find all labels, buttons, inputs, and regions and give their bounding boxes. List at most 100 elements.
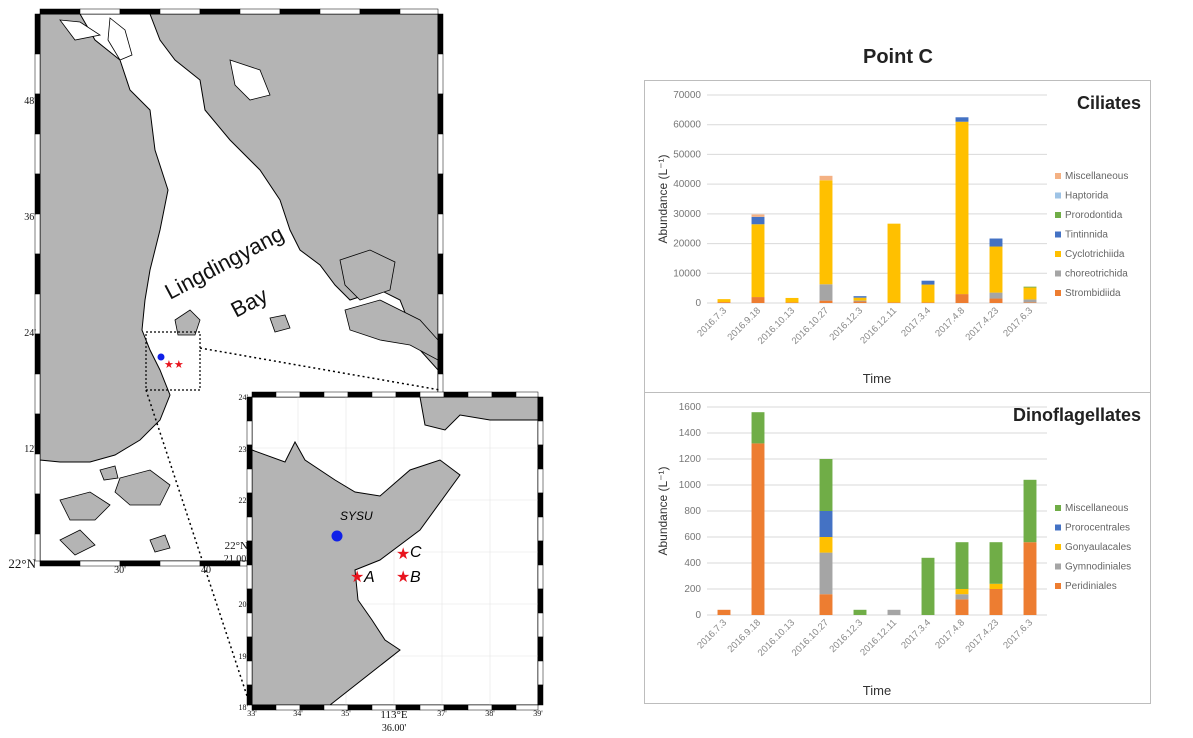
legend-label: Haptorida [1065, 191, 1109, 202]
inset-lon-label: 33' [247, 709, 257, 718]
x-tick-label: 2017.6.3 [1001, 305, 1035, 339]
study-area-map: Lingdingyang Bay 48' 36' 24' 12' 22°N 30… [8, 8, 543, 734]
bar-segment [1023, 479, 1037, 543]
ciliates-chart: 0 10000 20000 30000 40000 50000 60000 70000 2016… [656, 90, 1141, 386]
bar-segment [887, 223, 901, 303]
bar-segment [989, 583, 1003, 589]
bar-segment [921, 557, 935, 615]
inset-lon-label: 37' [437, 709, 447, 718]
bar-segment [751, 297, 765, 303]
connector-line [145, 389, 251, 706]
legend-label: Cyclotrichiida [1065, 249, 1125, 260]
inset-lat-label: 19' [239, 652, 249, 661]
bar-segment [989, 292, 1003, 299]
inset-lon-label: 39' [533, 709, 543, 718]
bar-segment [819, 552, 833, 595]
y-tick-label: 40000 [673, 179, 701, 190]
page-title: Point C [863, 46, 933, 68]
y-tick-label: 1000 [679, 480, 702, 491]
bar-segment [751, 412, 765, 444]
x-tick-label: 2016.12.11 [858, 617, 899, 658]
inset-lon-label: 35' [341, 709, 351, 718]
x-axis-label: Time [863, 683, 891, 698]
x-tick-label: 2017.3.4 [899, 305, 933, 339]
bar-segment [853, 609, 867, 615]
y-tick-label: 0 [695, 298, 701, 309]
y-tick-label: 10000 [673, 268, 701, 279]
bar-segment [955, 589, 969, 595]
bar-segment [853, 297, 867, 301]
legend-label: Miscellaneous [1065, 503, 1128, 514]
y-tick-label: 20000 [673, 239, 701, 250]
legend-swatch [1055, 524, 1061, 531]
bar-segment [921, 280, 935, 285]
x-tick-label: 2016.7.3 [695, 305, 729, 339]
bar-segment [819, 511, 833, 537]
inset-lat-label: 23' [239, 445, 249, 454]
bar-segment [751, 216, 765, 225]
bar-segment [717, 299, 731, 303]
legend-swatch [1055, 173, 1061, 179]
legend-label: Prorocentrales [1065, 523, 1130, 534]
sysu-marker [331, 530, 343, 542]
bar-segment [785, 302, 799, 303]
bar-segment [819, 459, 833, 511]
x-tick-label: 2017.6.3 [1001, 617, 1035, 651]
inset-lat-extra: 21.00' [224, 554, 249, 565]
bar-segment [989, 298, 1003, 303]
connector-line [199, 347, 441, 391]
inset-land [251, 440, 461, 706]
bar-segment [1023, 286, 1037, 288]
bar-segment [751, 214, 765, 217]
dinoflagellates-chart-panel: 0 200 400 600 800 1000 1200 1400 1600 2016.7.3 201… [644, 392, 1151, 704]
legend-swatch [1055, 290, 1061, 296]
bar-segment [887, 609, 901, 615]
ciliates-chart-panel: 0 10000 20000 30000 40000 50000 60000 70000 2016… [644, 80, 1151, 394]
lat-label: 24' [24, 328, 36, 339]
bar-segment [819, 300, 833, 303]
bar-segment [785, 297, 799, 303]
bar-segment [853, 300, 867, 302]
bar-segment [751, 224, 765, 298]
y-axis-label: Abundance (L⁻¹) [656, 466, 670, 555]
bar-segment [819, 284, 833, 301]
legend-label: Miscellaneous [1065, 171, 1128, 182]
bar-segment [955, 294, 969, 303]
legend-label: Peridiniales [1065, 581, 1117, 592]
bar-segment [1023, 542, 1037, 615]
y-tick-label: 400 [684, 558, 701, 569]
west-land [39, 13, 171, 463]
inset-lat-label: 20' [239, 600, 249, 609]
sysu-marker-small [157, 353, 165, 361]
y-tick-label: 50000 [673, 149, 701, 160]
bar-segment [819, 537, 833, 553]
x-tick-label: 2017.4.8 [933, 617, 967, 651]
x-tick-label: 2017.4.8 [933, 305, 967, 339]
legend-label: Prorodontida [1065, 210, 1123, 221]
bar-segment [955, 599, 969, 615]
inset-lon-label: 113°E [380, 709, 407, 721]
y-tick-label: 0 [695, 610, 701, 621]
y-tick-label: 1200 [679, 454, 702, 465]
inset-map: SYSU ★ A ★ B ★ C 24' 23' 22' 22°N 21.00'… [224, 391, 543, 734]
y-tick-label: 200 [684, 584, 701, 595]
bar-segment [819, 594, 833, 615]
y-tick-label: 1600 [679, 402, 702, 413]
inset-lat-label: 18' [239, 703, 249, 712]
bar-segment [1023, 302, 1037, 303]
legend-swatch [1055, 192, 1061, 199]
y-tick-label: 1400 [679, 428, 702, 439]
legend-swatch [1055, 583, 1061, 589]
stations-marker-small: ★★ [164, 359, 184, 371]
bar-segment [989, 589, 1003, 615]
bar-segment [921, 284, 935, 303]
bar-segment [955, 117, 969, 122]
bar-segment [921, 302, 935, 303]
lon-label: 30' [114, 565, 126, 576]
inset-lat-label: 22°N [225, 540, 248, 552]
bar-segment [717, 302, 731, 303]
station-b-label: B [410, 569, 421, 586]
bar-segment [1023, 299, 1037, 303]
x-tick-label: 2017.4.23 [963, 617, 1001, 655]
station-c-label: C [410, 544, 422, 561]
